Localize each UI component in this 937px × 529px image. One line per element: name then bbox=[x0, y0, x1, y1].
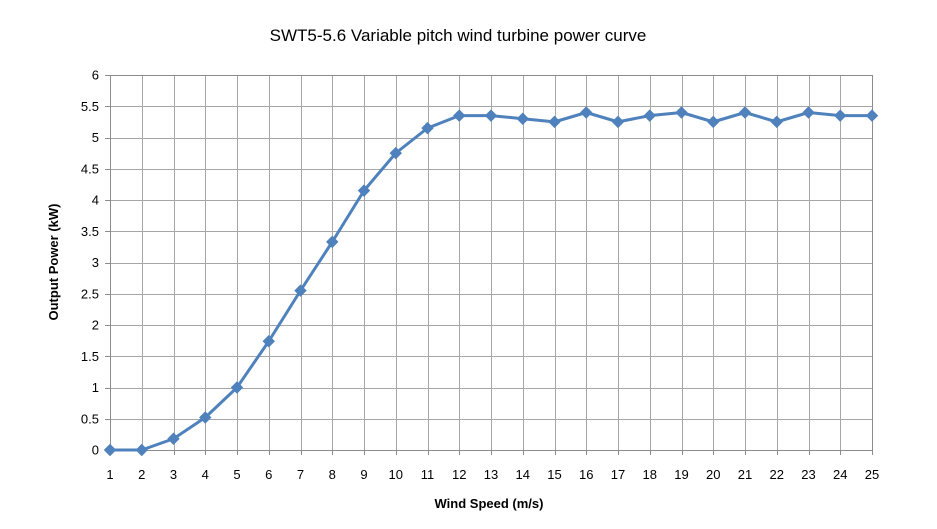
x-tick-label: 23 bbox=[801, 467, 815, 482]
data-point-marker bbox=[262, 335, 275, 348]
y-tick-label: 2.5 bbox=[81, 286, 99, 301]
data-point-marker bbox=[453, 109, 466, 122]
y-tick-label: 2 bbox=[92, 318, 99, 333]
x-tick-label: 22 bbox=[770, 467, 784, 482]
x-tick-label: 24 bbox=[833, 467, 847, 482]
x-tick-label: 4 bbox=[202, 467, 209, 482]
data-point-marker bbox=[516, 112, 529, 125]
y-tick-label: 0 bbox=[92, 443, 99, 458]
data-point-marker bbox=[421, 121, 434, 135]
x-tick-label: 3 bbox=[170, 467, 177, 482]
series-output-power bbox=[103, 106, 879, 457]
data-point-marker bbox=[357, 184, 371, 197]
x-tick-label: 18 bbox=[643, 467, 657, 482]
data-point-marker bbox=[865, 109, 879, 122]
x-tick-label: 25 bbox=[865, 467, 879, 482]
y-axis-ticks: 0 0.5 1 1.5 2 2.5 3 3.5 4 4.5 5 5.5 6 bbox=[81, 68, 110, 458]
x-tick-label: 2 bbox=[138, 467, 145, 482]
y-tick-label: 6 bbox=[92, 68, 99, 83]
x-tick-label: 16 bbox=[579, 467, 593, 482]
data-point-marker bbox=[230, 381, 244, 394]
x-tick-label: 1 bbox=[106, 467, 113, 482]
y-tick-label: 1 bbox=[92, 380, 99, 395]
x-tick-label: 15 bbox=[547, 467, 561, 482]
x-tick-label: 10 bbox=[389, 467, 403, 482]
x-tick-label: 17 bbox=[611, 467, 625, 482]
x-axis-title: Wind Speed (m/s) bbox=[435, 496, 544, 511]
data-point-marker bbox=[770, 115, 783, 129]
y-tick-label: 3.5 bbox=[81, 224, 99, 239]
data-point-marker bbox=[389, 146, 402, 160]
data-point-marker bbox=[834, 109, 847, 122]
x-tick-label: 20 bbox=[706, 467, 720, 482]
x-tick-label: 8 bbox=[329, 467, 336, 482]
y-tick-label: 0.5 bbox=[81, 411, 99, 426]
data-point-marker bbox=[326, 235, 339, 249]
y-tick-label: 1.5 bbox=[81, 349, 99, 364]
gridlines bbox=[110, 75, 873, 451]
x-tick-label: 5 bbox=[233, 467, 240, 482]
x-tick-label: 6 bbox=[265, 467, 272, 482]
data-point-marker bbox=[135, 443, 148, 457]
data-point-marker bbox=[738, 106, 752, 119]
x-tick-label: 21 bbox=[738, 467, 752, 482]
data-point-marker bbox=[580, 106, 593, 119]
data-point-marker bbox=[707, 115, 720, 129]
x-axis-ticks: 1 2 3 4 5 6 7 8 9 10 11 12 13 14 15 16 17 18 19 20 21 22 23 24 2… bbox=[106, 450, 879, 482]
x-tick-label: 13 bbox=[484, 467, 498, 482]
y-tick-label: 5 bbox=[92, 130, 99, 145]
y-tick-label: 4 bbox=[92, 193, 99, 208]
chart-title: SWT5-5.6 Variable pitch wind turbine pow… bbox=[270, 26, 647, 45]
x-tick-label: 9 bbox=[360, 467, 367, 482]
data-point-marker bbox=[103, 443, 117, 457]
x-tick-label: 14 bbox=[516, 467, 530, 482]
data-point-marker bbox=[294, 284, 307, 297]
y-tick-label: 5.5 bbox=[81, 99, 99, 114]
data-point-marker bbox=[167, 432, 180, 445]
data-point-marker bbox=[643, 109, 656, 122]
x-tick-label: 11 bbox=[421, 467, 435, 482]
x-tick-label: 7 bbox=[297, 467, 304, 482]
data-point-marker bbox=[611, 115, 625, 129]
x-tick-label: 12 bbox=[452, 467, 466, 482]
data-point-marker bbox=[675, 106, 688, 119]
data-point-marker bbox=[548, 115, 561, 129]
x-tick-label: 19 bbox=[674, 467, 688, 482]
y-tick-label: 4.5 bbox=[81, 161, 99, 176]
data-point-marker bbox=[199, 411, 212, 424]
y-tick-label: 3 bbox=[92, 255, 99, 270]
data-point-marker bbox=[802, 106, 815, 119]
y-axis-title: Output Power (kW) bbox=[46, 204, 61, 321]
data-point-marker bbox=[484, 109, 498, 122]
